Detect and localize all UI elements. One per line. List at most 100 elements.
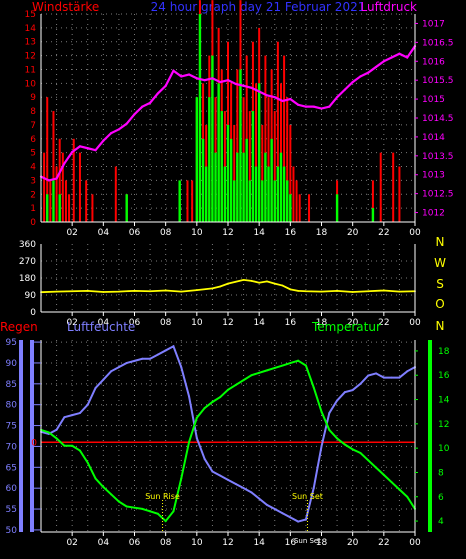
humidity-point (117, 366, 120, 369)
wind-speed-bar (279, 152, 283, 222)
wind-speed-bar (125, 194, 128, 222)
pressure-point (71, 150, 74, 154)
x-tick-label: 04 (98, 538, 110, 548)
temperature-point (86, 461, 89, 464)
humidity-point (359, 382, 362, 385)
wind-gust-bar (261, 124, 264, 222)
wind-speed-bar (46, 194, 49, 222)
temperature-point (110, 493, 113, 496)
temperature-tick-label: 14 (438, 396, 450, 406)
humidity-point (195, 437, 198, 440)
direction-point (55, 290, 58, 293)
temperature-point (320, 410, 323, 413)
humidity-point (234, 483, 237, 485)
wind-gust-bar (273, 111, 276, 222)
x-tick-label: 10 (191, 228, 203, 238)
compass-letter: N (436, 319, 445, 333)
humidity-point (289, 516, 292, 519)
x-tick-label: 18 (316, 318, 328, 328)
humidity-point (242, 487, 245, 490)
direction-point (149, 290, 151, 293)
direction-tick-label: 0 (30, 308, 36, 318)
pressure-point (94, 149, 97, 152)
x-tick-label: 20 (347, 318, 359, 328)
pressure-point (297, 103, 300, 106)
wind-gust-bar (379, 152, 382, 222)
wind-tick-label: 5 (30, 149, 36, 159)
temperature-point (265, 369, 268, 372)
wind-gust-bar (248, 111, 251, 222)
pressure-point (187, 73, 191, 76)
humidity-line (40, 344, 416, 523)
wind-gust-bar (64, 180, 67, 222)
temperature-point (47, 431, 50, 434)
direction-point (71, 290, 74, 293)
direction-point (297, 289, 300, 292)
wind-speed-bar (211, 55, 214, 222)
wind-gust-bar (186, 180, 189, 222)
x-tick-label: 16 (285, 228, 297, 238)
wind-tick-label: 1 (30, 204, 36, 214)
temperature-tick-label: 8 (438, 468, 444, 478)
temperature-point (172, 510, 175, 513)
temperature-point (55, 437, 58, 440)
wind-speed-bar (214, 152, 217, 222)
x-tick-label: 06 (129, 538, 141, 548)
humidity-point (390, 376, 393, 379)
wind-tick-label: 3 (30, 176, 36, 186)
direction-point (336, 289, 338, 292)
pressure-point (304, 105, 308, 108)
wind-speed-bar (254, 166, 258, 222)
humidity-tick-label: 95 (6, 338, 17, 348)
wind-speed-bar (251, 111, 255, 222)
pressure-point (359, 75, 362, 78)
pressure-point (242, 84, 245, 87)
wind-gust-bar (264, 55, 267, 222)
temperature-point (297, 359, 300, 362)
temperature-point (94, 477, 97, 480)
wind-speed-bar (52, 180, 55, 222)
wind-tick-label: 11 (25, 65, 36, 75)
wind-speed-bar (282, 166, 286, 222)
x-tick-label: 14 (253, 538, 265, 548)
wind-gust-bar (245, 55, 248, 222)
humidity-point (227, 478, 229, 481)
humidity-tick-label: 75 (6, 422, 17, 432)
temperature-point (382, 473, 385, 476)
wind-gust-bar (223, 111, 226, 222)
pressure-point (180, 75, 183, 78)
humidity-point (211, 470, 214, 473)
direction-tick-label: 90 (25, 291, 37, 301)
wind-speed-bar (248, 180, 252, 222)
x-tick-label: 04 (98, 228, 110, 238)
wind-speed-bars (46, 14, 375, 222)
wind-gust-bar (236, 69, 239, 222)
x-tick-label: 02 (66, 228, 77, 238)
wind-tick-label: 10 (25, 79, 37, 89)
pressure-point (86, 147, 89, 150)
x-tick-label: 12 (222, 318, 233, 328)
wind-gust-bar (233, 124, 236, 222)
wind-speed-bar (178, 180, 181, 222)
wind-speed-bar (236, 152, 239, 222)
temperature-tick-label: 10 (438, 444, 450, 454)
humidity-point (86, 403, 89, 406)
temperature-tick-label: 16 (438, 371, 450, 381)
wind-gust-bar (392, 152, 395, 222)
temperature-point (398, 488, 401, 491)
wind-gust-bar (276, 41, 279, 222)
humidity-point (164, 349, 167, 352)
wind-gust-bar (58, 138, 61, 222)
pressure-point (406, 56, 409, 59)
x-tick-label: 16 (285, 538, 297, 548)
temperature-point (125, 505, 128, 508)
x-tick-label: 14 (253, 228, 265, 238)
temperature-point (304, 364, 307, 367)
wind-speed-bar (276, 166, 280, 222)
humidity-point (304, 518, 307, 521)
rain-label: Regen (0, 320, 38, 334)
pressure-point (258, 90, 261, 93)
wind-speed-bar (58, 194, 61, 222)
temperature-point (234, 383, 237, 386)
